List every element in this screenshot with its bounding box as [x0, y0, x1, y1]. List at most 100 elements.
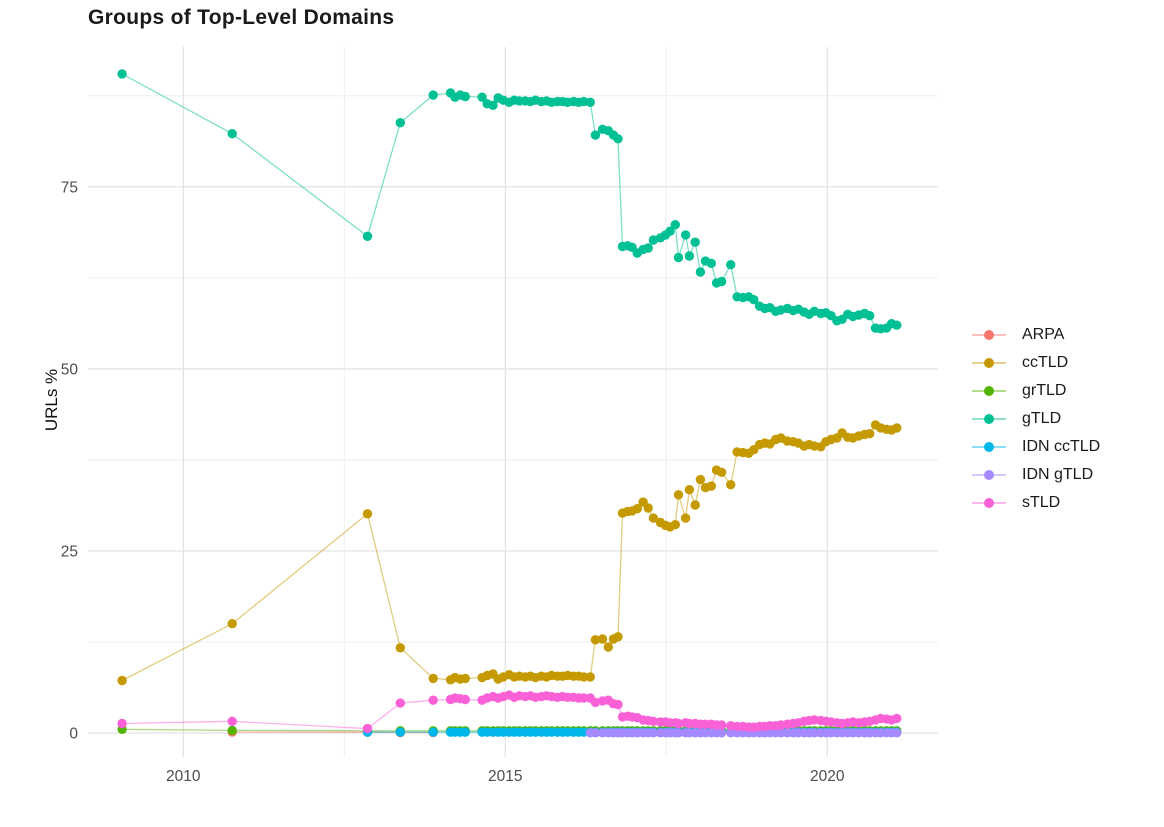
data-point-stld [395, 698, 405, 708]
data-point-idn-cctld [460, 727, 470, 737]
data-point-gtld [648, 235, 659, 245]
legend: ARPA ccTLD grTLD gTLD IDN ccTLD IDN gTLD sTLD [972, 321, 1100, 517]
data-point-cctld [726, 480, 736, 490]
data-point-cctld [643, 503, 653, 513]
data-point-stld [590, 697, 601, 708]
data-point-cctld [603, 642, 613, 652]
data-point-cctld [590, 635, 601, 645]
legend-label: ccTLD [1022, 354, 1069, 371]
data-point-stld [362, 723, 373, 734]
data-point-gtld [716, 276, 727, 287]
data-point-idn-cctld [395, 727, 405, 737]
data-point-gtld [665, 226, 675, 236]
data-point-grtld [227, 725, 237, 736]
data-point-gtld [460, 91, 470, 102]
y-tick-label: 75 [61, 179, 78, 196]
legend-label: IDN ccTLD [1022, 438, 1101, 455]
data-point-gtld [428, 90, 438, 100]
data-point-cctld [690, 500, 700, 510]
data-point-idn-gtld [648, 728, 659, 738]
data-point-gtld [613, 134, 623, 144]
data-point-cctld [680, 513, 691, 523]
data-point-stld [460, 694, 470, 705]
x-tick-label: 2015 [488, 768, 522, 785]
data-point-idn-gtld [590, 728, 601, 738]
data-point-cctld [428, 673, 438, 684]
data-point-gtld [865, 311, 875, 321]
data-point-idn-cctld [428, 727, 438, 737]
data-point-cctld [648, 513, 659, 523]
series-line-gtld [121, 73, 897, 330]
data-point-gtld [117, 69, 127, 79]
data-point-cctld [673, 490, 684, 500]
legend-marker-icon [972, 412, 1006, 426]
data-point-cctld [460, 673, 470, 684]
data-point-stld [716, 720, 727, 730]
legend-label: IDN gTLD [1022, 466, 1094, 483]
data-point-cctld [579, 672, 589, 682]
data-point-gtld [488, 100, 498, 111]
chart-title: Groups of Top-Level Domains [88, 6, 395, 29]
data-point-gtld [395, 118, 405, 128]
data-point-stld [892, 713, 902, 724]
data-point-gtld [227, 129, 237, 139]
data-point-idn-gtld [716, 728, 727, 738]
legend-label: gTLD [1022, 410, 1062, 427]
legend-label: ARPA [1022, 326, 1065, 343]
data-point-cctld [362, 509, 373, 519]
data-point-idn-gtld [673, 728, 684, 738]
data-point-cctld [585, 672, 595, 682]
legend-marker-icon [972, 328, 1006, 342]
data-point-gtld [477, 92, 487, 102]
x-tick-label: 2010 [166, 768, 201, 785]
data-point-cctld [597, 634, 608, 644]
data-point-cctld [706, 481, 716, 491]
data-point-gtld [695, 267, 706, 277]
data-point-cctld [632, 504, 642, 514]
data-point-stld [648, 716, 659, 726]
data-point-stld [673, 718, 684, 729]
data-point-gtld [892, 320, 902, 330]
y-tick-label: 50 [61, 361, 79, 378]
legend-marker-icon [972, 496, 1006, 510]
data-point-cctld [117, 675, 127, 686]
data-point-cctld [613, 632, 623, 642]
legend-item-arpa: ARPA [972, 321, 1100, 349]
legend-label: sTLD [1022, 494, 1061, 511]
data-point-gtld [684, 251, 695, 261]
data-point-gtld [673, 252, 684, 263]
data-point-cctld [716, 467, 727, 477]
data-point-gtld [690, 237, 700, 247]
data-point-stld [428, 695, 438, 705]
data-point-gtld [680, 230, 691, 240]
legend-marker-icon [972, 440, 1006, 454]
legend-marker-icon [972, 468, 1006, 482]
data-point-cctld [395, 643, 405, 653]
legend-item-stld: sTLD [972, 489, 1100, 517]
legend-item-idn-cctld: IDN ccTLD [972, 433, 1100, 461]
data-point-cctld [684, 485, 695, 495]
data-point-gtld [749, 295, 759, 305]
legend-label: grTLD [1022, 382, 1067, 399]
data-point-cctld [865, 429, 875, 439]
legend-marker-icon [972, 384, 1006, 398]
legend-item-cctld: ccTLD [972, 349, 1100, 377]
y-tick-label: 0 [69, 725, 78, 742]
legend-item-gtld: gTLD [972, 405, 1100, 433]
data-point-stld [613, 699, 623, 710]
legend-marker-icon [972, 356, 1006, 370]
data-point-gtld [643, 243, 653, 253]
data-point-stld [227, 716, 237, 726]
data-point-cctld [892, 423, 902, 433]
data-point-gtld [726, 260, 736, 270]
legend-item-idn-gtld: IDN gTLD [972, 461, 1100, 489]
x-tick-label: 2020 [810, 768, 845, 785]
data-point-gtld [585, 97, 595, 108]
y-tick-label: 25 [61, 543, 78, 560]
data-point-cctld [695, 474, 706, 485]
data-point-idn-gtld [892, 728, 902, 738]
data-point-gtld [590, 130, 601, 140]
legend-item-grtld: grTLD [972, 377, 1100, 405]
